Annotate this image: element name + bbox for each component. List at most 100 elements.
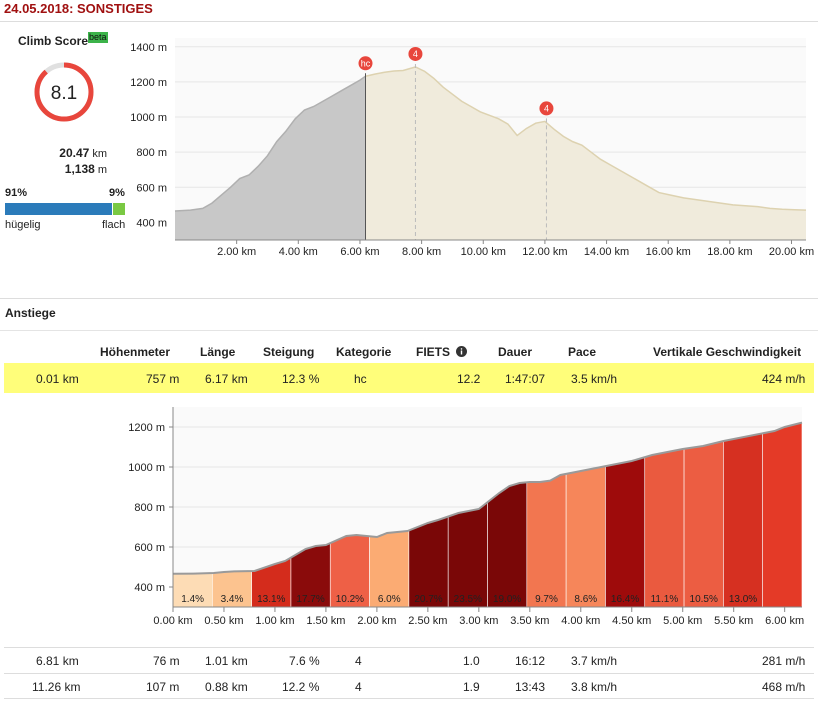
x-tick-label: 5.50 km <box>714 615 753 627</box>
page-title: 24.05.2018: SONSTIGES <box>4 1 153 16</box>
grade-segment-label: 20.7% <box>414 594 442 605</box>
category-marker-label: 4 <box>413 49 418 59</box>
beta-badge: beta <box>88 32 108 43</box>
grade-segment-label: 10.2% <box>336 594 364 605</box>
profile-line <box>172 421 803 575</box>
x-tick-label: 0.00 km <box>153 615 192 627</box>
x-tick-label: 12.00 km <box>522 246 567 258</box>
grade-segment-label: 13.1% <box>257 594 285 605</box>
row-start: 0.01 km <box>36 372 79 386</box>
elevation-profile-chart[interactable]: 400 m 600 m 800 m 1000 m 1200 m 1400 m hc 4 4 2.0… <box>0 0 818 300</box>
col-header-duration[interactable]: Dauer <box>498 345 533 359</box>
profile-line <box>174 75 366 212</box>
x-tick-label: 16.00 km <box>646 246 691 258</box>
x-tick-label: 2.50 km <box>408 615 447 627</box>
grade-segment-label: 16.4% <box>611 594 639 605</box>
col-header-vertical-speed[interactable]: Vertikale Geschwindigkeit <box>653 345 802 359</box>
row-grade: 7.6 % <box>289 654 320 668</box>
category-marker-label: hc <box>361 58 371 68</box>
grade-segment-label: 10.5% <box>690 594 718 605</box>
category-marker <box>539 101 554 116</box>
row-vertical-speed: 468 m/h <box>762 680 806 694</box>
x-tick-label: 4.50 km <box>612 615 651 627</box>
row-elevation-gain: 107 m <box>146 680 180 694</box>
grade-segment <box>605 456 646 608</box>
row-length: 6.17 km <box>205 372 248 386</box>
climb-area <box>175 76 366 240</box>
y-tick-label: 400 m <box>134 582 165 594</box>
x-tick-label: 20.00 km <box>769 246 814 258</box>
y-tick-label: 1000 m <box>128 462 165 474</box>
x-tick-label: 4.00 km <box>561 615 600 627</box>
x-tick-label: 3.00 km <box>459 615 498 627</box>
profile-line <box>365 66 807 211</box>
climb-score-label: Climb Score <box>18 34 89 48</box>
col-header-fiets[interactable]: FIETS <box>416 345 468 359</box>
row-duration: 13:43 <box>515 680 546 694</box>
grade-segment <box>565 465 606 608</box>
row-vertical-speed: 424 m/h <box>762 372 806 386</box>
grade-segment-label: 17.7% <box>296 594 324 605</box>
row-category: 4 <box>355 680 362 694</box>
row-divider <box>4 647 814 648</box>
y-tick-label: 800 m <box>134 502 165 514</box>
hilly-label: hügelig <box>5 219 41 231</box>
row-fiets: 1.9 <box>463 680 480 694</box>
category-marker <box>408 46 423 61</box>
row-length: 0.88 km <box>205 680 248 694</box>
section-title-climbs: Anstiege <box>5 306 56 320</box>
row-start: 6.81 km <box>36 654 79 668</box>
row-grade: 12.2 % <box>282 680 320 694</box>
row-elevation-gain: 757 m <box>146 372 180 386</box>
grade-segment <box>487 481 528 608</box>
info-icon[interactable] <box>456 346 468 357</box>
x-tick-label: 6.00 km <box>340 246 379 258</box>
climb-score-gauge: 8.1 <box>32 60 96 129</box>
x-tick-label: 5.00 km <box>663 615 702 627</box>
row-grade: 12.3 % <box>282 372 320 386</box>
row-length: 1.01 km <box>205 654 248 668</box>
climb-detail-chart[interactable]: 400 m 600 m 800 m 1000 m 1200 m 1.4% 3.4% 13.1%… <box>0 395 818 645</box>
col-header-grade[interactable]: Steigung <box>263 345 315 359</box>
grade-segment <box>723 432 763 608</box>
row-divider <box>4 673 814 674</box>
total-distance: 20.47 km <box>59 146 107 160</box>
grade-segment-label: 1.4% <box>181 594 204 605</box>
row-start: 11.26 km <box>32 680 81 694</box>
flat-bar <box>113 203 125 215</box>
x-tick-label: 4.00 km <box>279 246 318 258</box>
row-pace: 3.8 km/h <box>571 680 618 694</box>
grade-segment <box>762 422 803 608</box>
divider <box>0 21 818 22</box>
col-header-elevation-gain[interactable]: Höhenmeter <box>100 345 171 359</box>
col-header-category[interactable]: Kategorie <box>336 345 392 359</box>
category-marker-label: 4 <box>544 103 549 113</box>
x-tick-label: 10.00 km <box>461 246 506 258</box>
y-tick-label: 1200 m <box>128 422 165 434</box>
row-duration: 16:12 <box>515 654 546 668</box>
gauge-arc <box>34 62 94 122</box>
hilly-bar <box>5 203 112 215</box>
x-tick-label: 3.50 km <box>510 615 549 627</box>
row-fiets: 1.0 <box>463 654 480 668</box>
grade-segment-label: 11.1% <box>651 594 679 605</box>
y-tick-label: 800 m <box>136 147 167 159</box>
y-tick-label: 1200 m <box>130 77 167 89</box>
category-marker <box>358 56 373 71</box>
divider <box>0 298 818 299</box>
row-pace: 3.7 km/h <box>571 654 618 668</box>
x-tick-label: 0.50 km <box>204 615 243 627</box>
profile-area <box>365 66 806 240</box>
col-header-pace[interactable]: Pace <box>568 345 597 359</box>
grade-segment-label: 19.0% <box>493 594 521 605</box>
y-tick-label: 600 m <box>136 182 167 194</box>
x-tick-label: 1.50 km <box>306 615 345 627</box>
grade-segment <box>683 440 724 608</box>
climb-row-selected[interactable] <box>4 363 814 393</box>
row-divider <box>4 698 814 699</box>
grade-segment-label: 9.7% <box>535 594 558 605</box>
x-tick-label: 6.00 km <box>765 615 804 627</box>
col-header-length[interactable]: Länge <box>200 345 236 359</box>
row-elevation-gain: 76 m <box>153 654 180 668</box>
x-tick-label: 2.00 km <box>357 615 396 627</box>
